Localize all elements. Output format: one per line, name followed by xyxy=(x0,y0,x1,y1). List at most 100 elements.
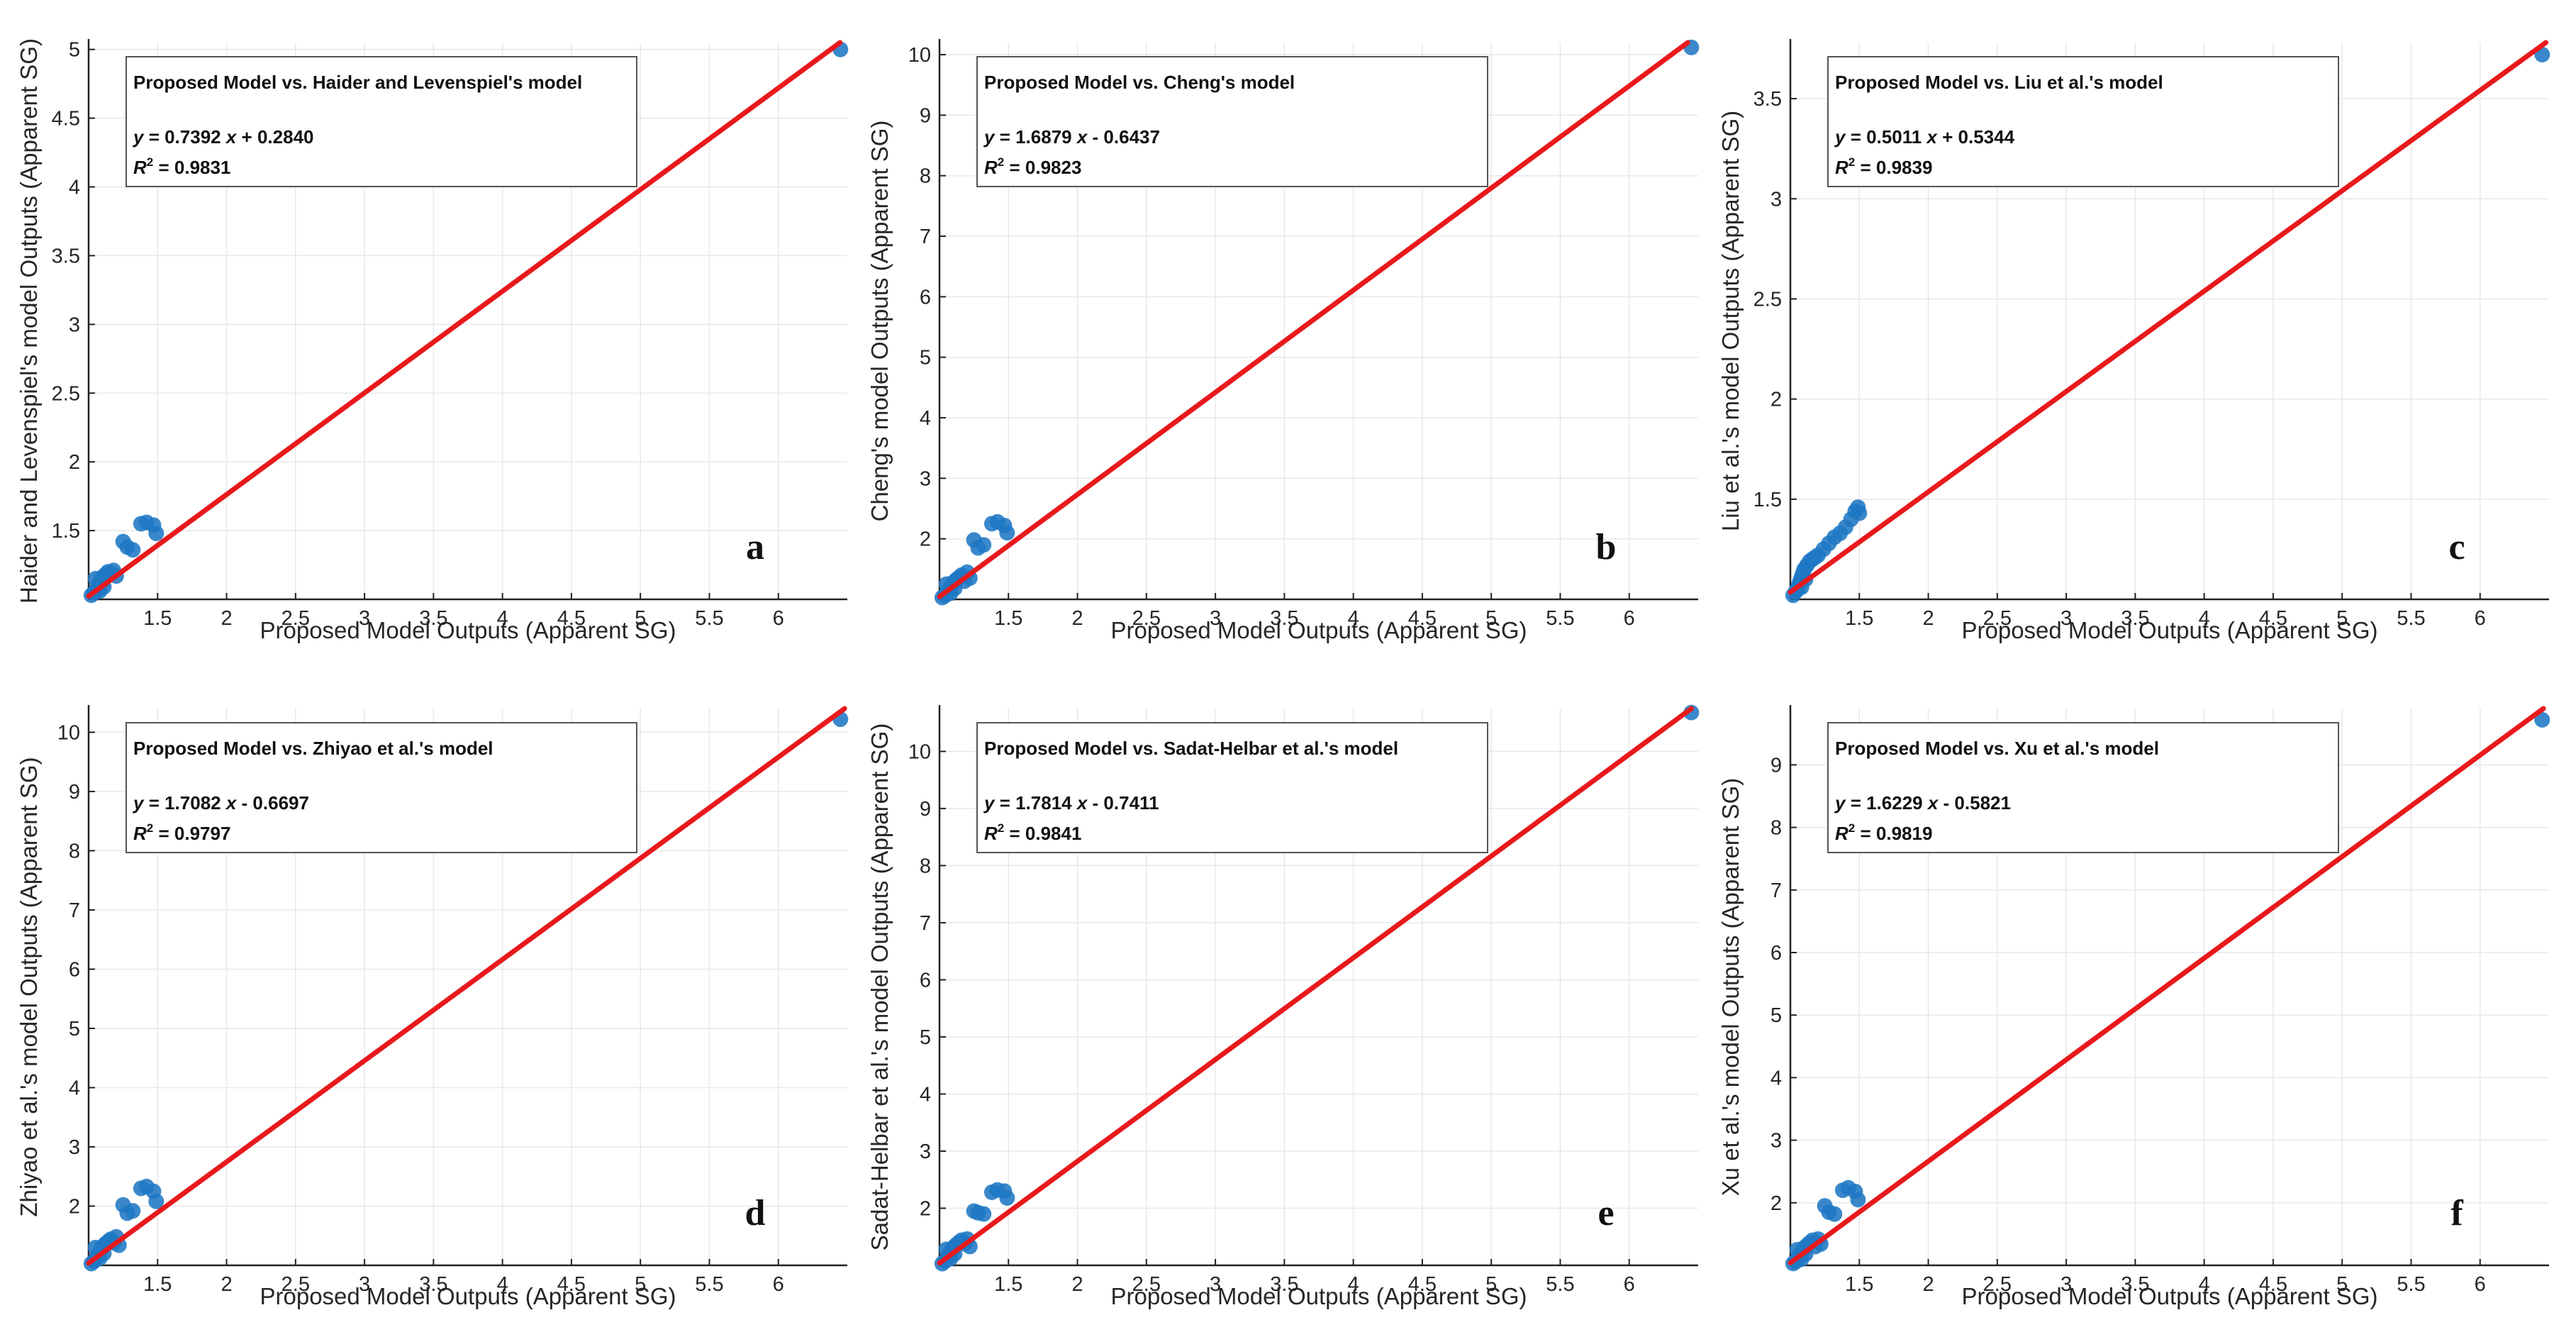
data-point xyxy=(87,1239,104,1255)
x-axis-label: Proposed Model Outputs (Apparent SG) xyxy=(1111,1283,1527,1309)
y-tick-label: 4.5 xyxy=(52,108,80,131)
legend-title: Proposed Model vs. Zhiyao et al.'s model xyxy=(133,738,494,759)
x-tick-label: 6 xyxy=(1624,1273,1635,1296)
y-tick-label: 6 xyxy=(920,969,931,992)
r-squared: R2 = 0.9839 xyxy=(1835,155,1932,178)
y-tick-label: 3 xyxy=(1771,188,1782,211)
x-tick-label: 4 xyxy=(2199,1273,2210,1296)
y-tick-label: 7 xyxy=(920,226,931,248)
y-tick-label: 4 xyxy=(1771,1067,1782,1089)
chart-panel-d: 1.5 2 2.5 3 3.5 4 4.5 5 5.5 6 2 3 4 5 6 7 8 9 10 Proposed M… xyxy=(0,666,851,1332)
y-axis-label: Liu et al.'s model Outputs (Apparent SG) xyxy=(1717,111,1744,531)
x-tick-label: 3 xyxy=(2061,607,2072,630)
data-point xyxy=(976,1206,992,1222)
x-tick-label: 4.5 xyxy=(2259,1273,2287,1296)
x-tick-label: 1.5 xyxy=(143,1273,172,1296)
regression-equation: y = 0.5011 x + 0.5344 xyxy=(1834,126,2015,148)
regression-line xyxy=(1788,706,2546,1265)
x-tick-label: 5 xyxy=(2336,1273,2348,1296)
y-tick-label: 2.5 xyxy=(52,382,80,405)
legend-title: Proposed Model vs. Sadat-Helbar et al.'s… xyxy=(984,738,1398,759)
y-tick-label: 2 xyxy=(69,1195,80,1218)
x-tick-label: 4 xyxy=(497,607,508,630)
chart-panel-f: 1.5 2 2.5 3 3.5 4 4.5 5 5.5 6 2 3 4 5 6 7 8 9 Proposed Mod… xyxy=(1702,666,2553,1332)
y-tick-label: 8 xyxy=(920,855,931,877)
x-tick-label: 2.5 xyxy=(1132,607,1161,630)
y-tick-label: 3 xyxy=(69,1136,80,1159)
regression-line xyxy=(937,706,1694,1266)
regression-line xyxy=(1788,40,2549,595)
x-tick-label: 6 xyxy=(2475,607,2486,630)
x-tick-label: 2.5 xyxy=(1983,607,2012,630)
chart-panel-e: 1.5 2 2.5 3 3.5 4 4.5 5 5.5 6 2 3 4 5 6 7 8 9 10 Proposed M… xyxy=(851,666,1702,1332)
chart-svg: 1.5 2 2.5 3 3.5 4 4.5 5 5.5 6 2 3 4 5 6 7 8 9 10 Proposed M… xyxy=(866,704,1700,1309)
y-tick-label: 5 xyxy=(920,1026,931,1049)
x-tick-label: 1.5 xyxy=(994,1273,1022,1296)
panel-label: b xyxy=(1596,527,1617,567)
y-axis-label: Cheng's model Outputs (Apparent SG) xyxy=(866,121,893,522)
x-axis-label: Proposed Model Outputs (Apparent SG) xyxy=(1962,617,2378,643)
y-tick-label: 8 xyxy=(920,165,931,188)
y-axis-label: Xu et al.'s model Outputs (Apparent SG) xyxy=(1717,778,1744,1197)
data-point xyxy=(125,1203,141,1219)
x-tick-label: 5 xyxy=(1485,1273,1497,1296)
y-tick-label: 8 xyxy=(69,840,80,862)
panel-label: e xyxy=(1598,1193,1614,1233)
x-tick-label: 3.5 xyxy=(2121,1273,2149,1296)
x-tick-label: 3.5 xyxy=(419,1273,447,1296)
x-tick-label: 3 xyxy=(1210,1273,1221,1296)
x-tick-label: 4 xyxy=(1348,1273,1359,1296)
chart-svg: 1.5 2 2.5 3 3.5 4 4.5 5 5.5 6 2 3 4 5 6 7 8 9 10 Proposed M… xyxy=(866,39,1700,643)
panel-label: a xyxy=(746,527,764,567)
legend-title: Proposed Model vs. Haider and Levenspiel… xyxy=(133,72,582,93)
chart-panel-c: 1.5 2 2.5 3 3.5 4 4.5 5 5.5 6 1.5 2 2.5 3 3.5 Proposed … xyxy=(1702,0,2553,666)
x-tick-label: 5.5 xyxy=(1546,607,1574,630)
x-tick-label: 5.5 xyxy=(2397,607,2425,630)
y-tick-label: 2 xyxy=(920,528,931,551)
data-point xyxy=(1850,1192,1866,1208)
y-axis-label: Haider and Levenspiel's model Outputs (A… xyxy=(16,38,42,604)
y-tick-label: 5 xyxy=(1771,1004,1782,1027)
y-tick-label: 9 xyxy=(69,781,80,804)
chart-svg: 1.5 2 2.5 3 3.5 4 4.5 5 5.5 61.522.533.544.55Prop… xyxy=(16,38,849,643)
legend-box: Proposed Model vs. Haider and Levenspiel… xyxy=(126,56,637,187)
data-point xyxy=(2534,711,2550,728)
data-point xyxy=(999,525,1015,541)
data-point xyxy=(976,537,992,553)
y-tick-label: 10 xyxy=(908,44,931,67)
r-squared: R2 = 0.9823 xyxy=(984,155,1081,178)
x-tick-label: 3.5 xyxy=(1270,1273,1298,1296)
x-axis-label: Proposed Model Outputs (Apparent SG) xyxy=(260,617,676,643)
regression-line xyxy=(86,40,843,599)
x-tick-label: 5 xyxy=(635,1273,646,1296)
chart-svg: 1.5 2 2.5 3 3.5 4 4.5 5 5.5 6 2 3 4 5 6 7 8 9 10 Proposed M… xyxy=(16,705,849,1309)
chart-panel-a: 1.5 2 2.5 3 3.5 4 4.5 5 5.5 6 1.5 2 2.5 3 3.5 4 4.5 5 Prop… xyxy=(0,0,851,666)
data-point xyxy=(1851,505,1868,521)
y-tick-label: 8 xyxy=(1771,817,1782,840)
data-point xyxy=(125,542,141,558)
y-tick-label: 3.5 xyxy=(52,245,80,267)
y-tick-label: 7 xyxy=(69,899,80,922)
regression-equation: y = 1.6879 x - 0.6437 xyxy=(983,126,1160,148)
x-tick-label: 2 xyxy=(221,1273,232,1296)
y-axis-label: Sadat-Helbar et al.'s model Outputs (App… xyxy=(866,723,893,1251)
y-tick-label: 4 xyxy=(69,177,80,199)
y-tick-label: 4 xyxy=(920,407,931,430)
x-tick-label: 6 xyxy=(773,1273,784,1296)
y-tick-label: 2 xyxy=(920,1197,931,1220)
y-axis-label: Zhiyao et al.'s model Outputs (Apparent … xyxy=(16,757,42,1216)
x-tick-label: 5.5 xyxy=(695,1273,723,1296)
x-tick-label: 4.5 xyxy=(2259,607,2287,630)
y-tick-label: 6 xyxy=(69,958,80,981)
x-tick-label: 3 xyxy=(1210,607,1221,630)
x-axis-label: Proposed Model Outputs (Apparent SG) xyxy=(1962,1283,2378,1309)
x-tick-label: 4 xyxy=(1348,607,1359,630)
legend-title: Proposed Model vs. Liu et al.'s model xyxy=(1835,72,2163,93)
legend-title: Proposed Model vs. Xu et al.'s model xyxy=(1835,738,2159,759)
y-tick-label: 10 xyxy=(908,740,931,763)
x-tick-label: 4.5 xyxy=(557,1273,586,1296)
r-squared: R2 = 0.9831 xyxy=(133,155,230,178)
y-tick-label: 6 xyxy=(920,286,931,309)
y-tick-label: 6 xyxy=(1771,942,1782,965)
legend-title: Proposed Model vs. Cheng's model xyxy=(984,72,1295,93)
